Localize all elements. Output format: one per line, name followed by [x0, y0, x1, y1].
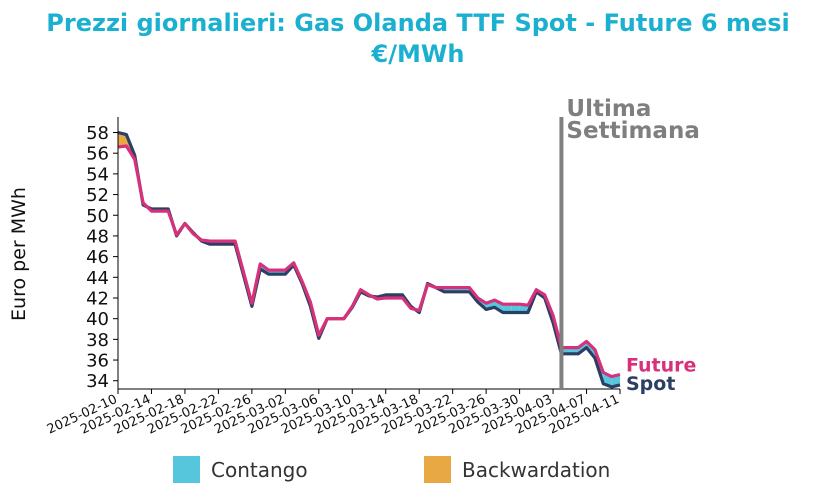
last-week-label-line1: Ultima [566, 96, 651, 122]
future-line [117, 144, 621, 379]
y-tick-label: 56 [86, 144, 109, 165]
y-tick-label: 40 [86, 309, 109, 330]
y-tick-label: 34 [86, 371, 109, 392]
spot-line [117, 130, 621, 389]
legend-label-backwardation: Backwardation [462, 458, 610, 482]
y-tick-label: 48 [86, 226, 109, 247]
y-tick-label: 58 [86, 123, 109, 144]
y-tick-label: 38 [86, 330, 109, 351]
x-ticks: 2025-02-102025-02-142025-02-182025-02-22… [45, 389, 622, 438]
spot-end-label: Spot [626, 373, 675, 395]
chart-subtitle: €/MWh [371, 40, 465, 68]
y-axis-label: Euro per MWh [8, 187, 30, 321]
y-tick-label: 50 [86, 206, 109, 227]
backwardation-area [118, 132, 127, 147]
legend-swatch-backwardation [424, 456, 451, 483]
legend-swatch-contango [173, 456, 200, 483]
y-tick-label: 52 [86, 185, 109, 206]
y-tick-label: 42 [86, 288, 109, 309]
axes [117, 117, 620, 390]
spread-fills [118, 132, 620, 387]
legend-label-contango: Contango [211, 458, 308, 482]
legend: Contango Backwardation [173, 456, 610, 483]
y-tick-label: 54 [86, 164, 109, 185]
y-tick-label: 36 [86, 351, 109, 372]
contango-area [511, 304, 520, 313]
future-end-label: Future [626, 355, 696, 377]
chart-title: Prezzi giornalieri: Gas Olanda TTF Spot … [46, 9, 789, 37]
last-week-label-line2: Settimana [566, 118, 699, 144]
y-tick-label: 46 [86, 247, 109, 268]
series-lines [117, 130, 621, 389]
y-tick-label: 44 [86, 268, 109, 289]
contango-area [502, 304, 512, 313]
